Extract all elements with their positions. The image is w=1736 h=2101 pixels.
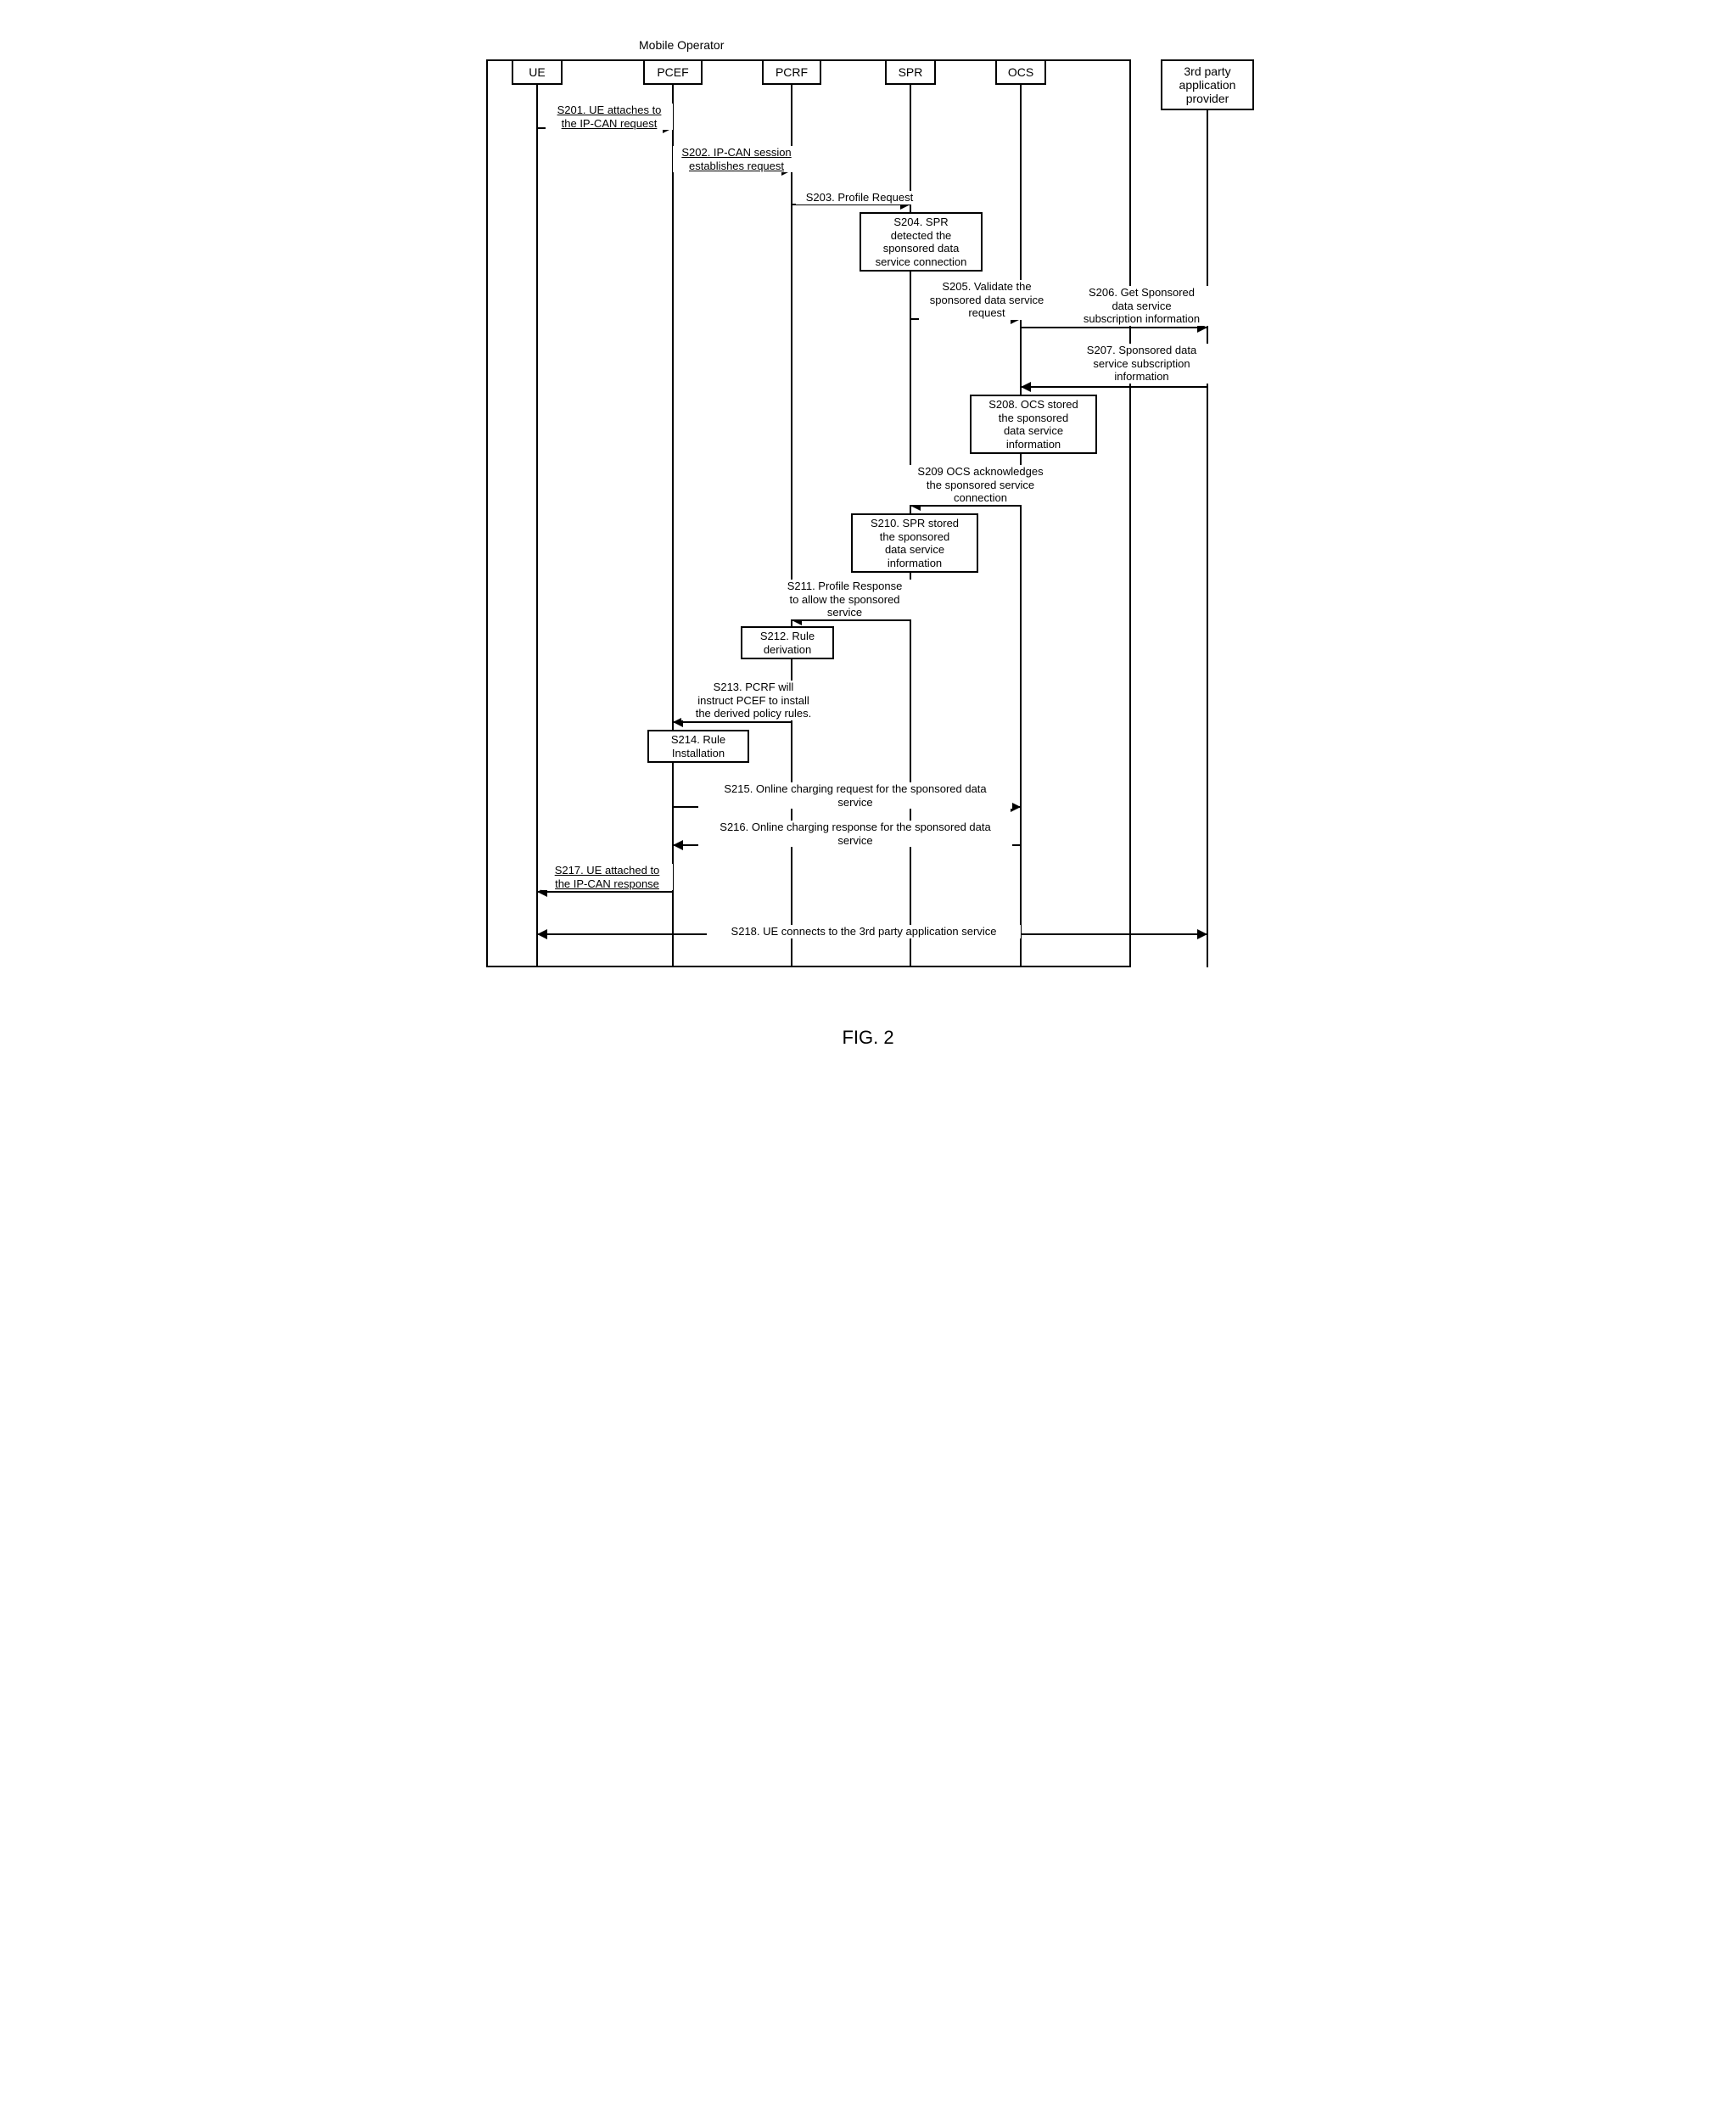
lifeline-ocs: [1020, 85, 1022, 967]
lifeline-ue: [536, 85, 538, 967]
note-s210: S210. SPR stored the sponsored data serv…: [851, 513, 978, 573]
group-label: Mobile Operator: [639, 38, 724, 52]
note-s204: S204. SPR detected the sponsored data se…: [860, 212, 983, 272]
label-s218: S218. UE connects to the 3rd party appli…: [707, 925, 1021, 938]
arrowhead-s207: [1021, 382, 1031, 392]
note-s214: S214. Rule Installation: [647, 730, 749, 763]
label-s211: S211. Profile Response to allow the spon…: [775, 580, 915, 619]
label-s215: S215. Online charging request for the sp…: [698, 782, 1012, 809]
actor-ue: UE: [512, 59, 563, 85]
label-s213: S213. PCRF will instruct PCEF to install…: [681, 681, 826, 720]
arrow-s211: [792, 619, 910, 621]
label-s202: S202. IP-CAN session establishes request: [673, 146, 800, 172]
lifeline-pcef: [672, 85, 674, 967]
arrowhead-s218-r: [1197, 929, 1207, 939]
label-s217: S217. UE attached to the IP-CAN response: [541, 864, 673, 890]
arrowhead-s218-l: [537, 929, 547, 939]
actor-pcrf: PCRF: [762, 59, 821, 85]
arrow-s207: [1021, 386, 1207, 388]
actor-pcef: PCEF: [643, 59, 703, 85]
actor-ocs: OCS: [995, 59, 1046, 85]
note-s208: S208. OCS stored the sponsored data serv…: [970, 395, 1097, 454]
label-s205: S205. Validate the sponsored data servic…: [919, 280, 1055, 320]
actor-spr: SPR: [885, 59, 936, 85]
label-s216: S216. Online charging response for the s…: [698, 821, 1012, 847]
label-s206: S206. Get Sponsored data service subscri…: [1067, 286, 1216, 326]
label-s209: S209 OCS acknowledges the sponsored serv…: [906, 465, 1055, 505]
lifeline-tp: [1207, 85, 1208, 967]
label-s203: S203. Profile Request: [796, 191, 923, 204]
arrow-s217: [537, 891, 673, 893]
note-s212: S212. Rule derivation: [741, 626, 834, 659]
arrow-s209: [910, 505, 1021, 507]
arrow-s213: [673, 721, 792, 723]
arrowhead-s216: [673, 840, 683, 850]
actor-tp: 3rd party application provider: [1161, 59, 1254, 110]
label-s201: S201. UE attaches to the IP-CAN request: [546, 104, 673, 130]
figure-caption: FIG. 2: [34, 1027, 1702, 1049]
arrow-s206: [1021, 327, 1207, 328]
label-s207: S207. Sponsored data service subscriptio…: [1067, 344, 1216, 384]
sequence-diagram: Mobile Operator UE PCEF PCRF SPR OCS 3rd party…: [461, 34, 1275, 1001]
